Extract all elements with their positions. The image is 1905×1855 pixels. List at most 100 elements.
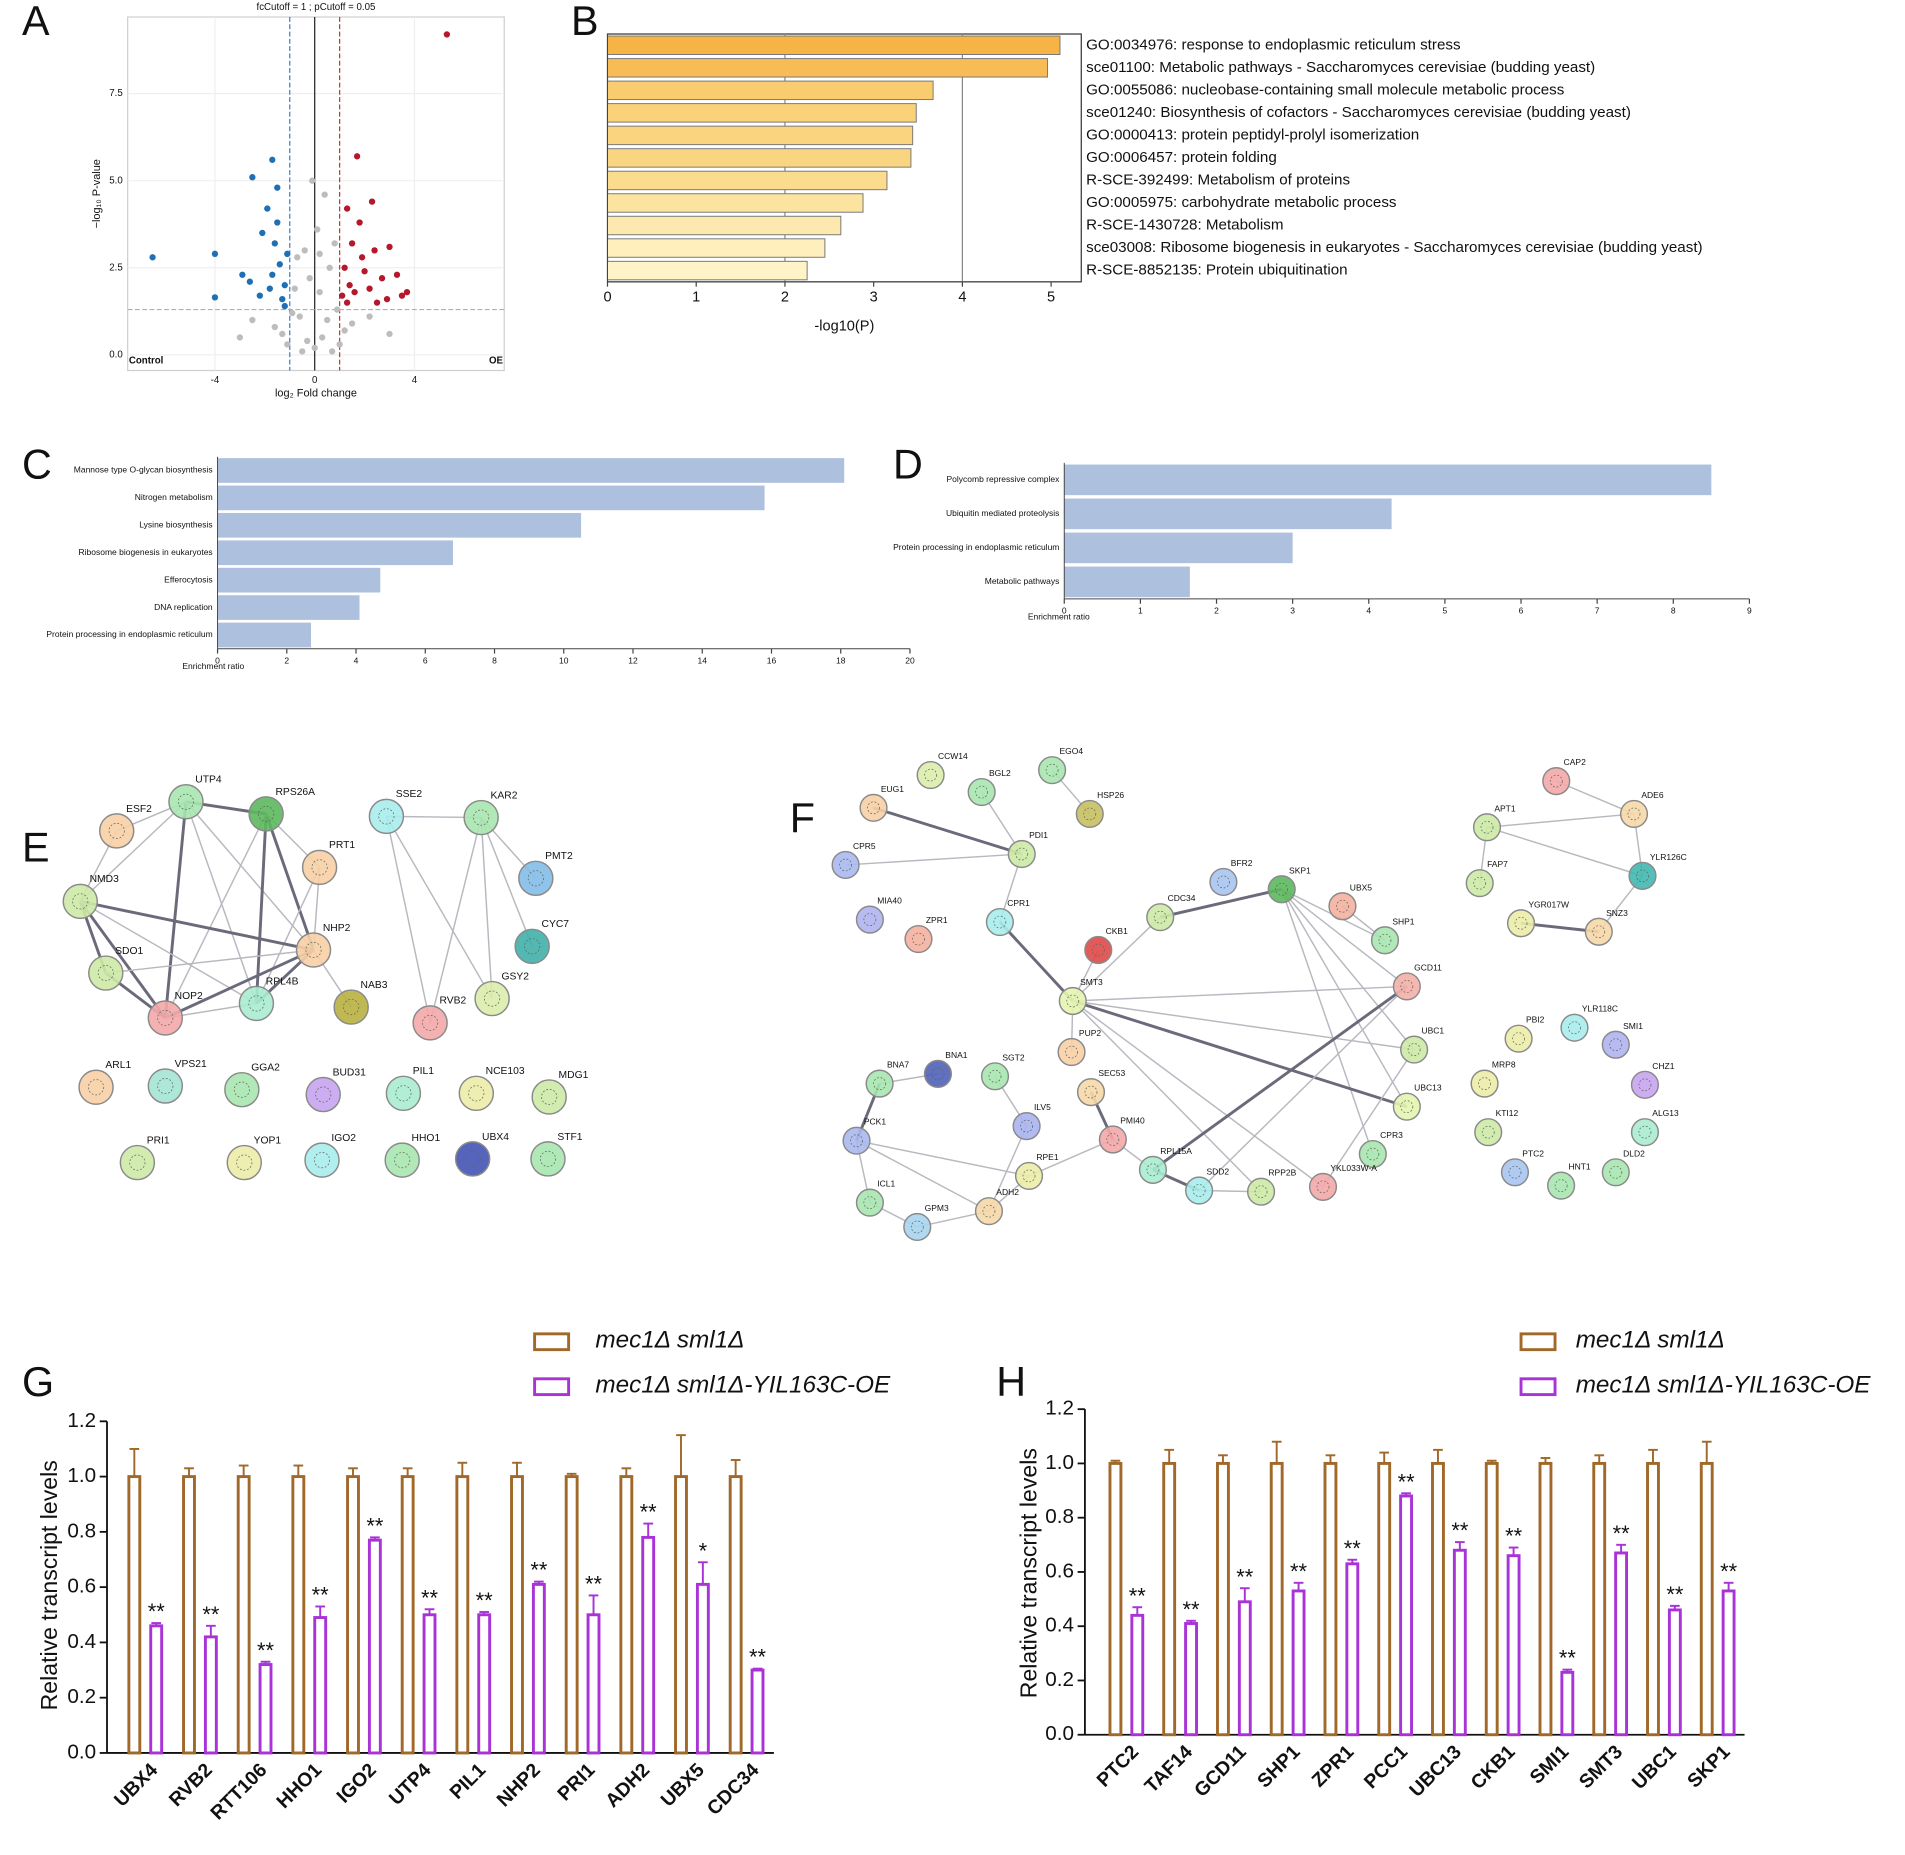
node-core [1638,1078,1652,1092]
node [1058,986,1087,1016]
significance: ** [585,1571,603,1596]
x-tick-label: SHP1 [1253,1741,1305,1793]
node-label: YGR017W [1528,899,1569,909]
significance: ** [1183,1597,1201,1622]
x-tick-label: 8 [1671,606,1676,616]
node-label: VPS21 [175,1059,207,1070]
node-label: ADH2 [996,1187,1019,1197]
point [324,316,331,324]
node-label: PTC2 [1522,1148,1544,1158]
panel-letter: A [22,0,50,44]
x-tick-label: SMI1 [1526,1741,1574,1789]
node-core [910,1220,924,1234]
node-core [1254,1185,1268,1199]
node-core [1400,980,1414,993]
node [831,850,860,880]
point [299,348,306,355]
node-label: NAB3 [361,980,388,991]
significance: ** [1666,1582,1684,1607]
node-core [311,859,328,876]
node-label: YOP1 [254,1135,282,1146]
legend-swatch [533,1332,571,1352]
bar [1108,1461,1123,1737]
node [474,980,510,1017]
y-axis-label: −log₁₀ P-value [91,159,103,228]
y-axis-label: Relative transcript levels [36,1460,62,1710]
node-label: CPR5 [853,841,876,851]
y-tick-label: 7.5 [109,88,123,99]
node [458,1075,495,1112]
point [249,174,256,181]
bar [1130,1613,1145,1737]
node [98,813,135,849]
edge [1486,813,1635,829]
edge [1486,826,1643,877]
node-core [1045,763,1059,777]
bar [607,35,1061,56]
node-label: YKL033W-A [1330,1163,1377,1173]
node [1370,926,1400,955]
node-core [464,1150,481,1167]
node-core [539,1150,556,1167]
error-bar [1186,1619,1196,1624]
x-tick-label: SMT3 [1575,1741,1627,1793]
point [269,271,276,278]
y-tick-label: 0.6 [67,1575,96,1598]
node [304,1142,340,1178]
x-tick-label: 2 [284,655,289,665]
error-bar [206,1624,216,1637]
node-label: KTI12 [1496,1108,1519,1118]
edge [79,900,167,1019]
node [865,1069,894,1098]
node [1138,1155,1168,1184]
node-core [422,1014,439,1031]
node-label: CHZ1 [1652,1061,1674,1071]
node [980,1062,1010,1091]
point [353,153,361,160]
node-core [157,1078,174,1095]
node-label: ADE6 [1641,790,1663,800]
bar [217,458,845,483]
node-core [1407,1043,1421,1056]
significance: ** [749,1645,767,1670]
node-label: EGO4 [1059,746,1083,756]
x-tick-label: RTT106 [206,1759,271,1824]
category-label: Efferocytosis [164,574,213,584]
y-tick-label: 0.8 [1045,1505,1074,1528]
error-bar [402,1467,413,1477]
edge [185,801,258,1004]
x-tick-label: 14 [698,655,708,665]
edge [1281,888,1408,1108]
y-tick-label: 1.0 [1045,1451,1074,1474]
edge [856,1139,1030,1177]
node-label: CYC7 [542,919,570,930]
x-tick-label: UTP4 [385,1759,436,1810]
node-label: UBC1 [1421,1026,1444,1036]
node-label: PMI40 [1120,1116,1145,1126]
point [289,309,296,317]
node [1185,1176,1214,1205]
node-core [343,999,360,1016]
point [336,341,343,348]
point [343,299,351,306]
node [1619,799,1649,829]
error-bar [1293,1581,1304,1591]
legend-label: mec1Δ sml1Δ [1576,1327,1725,1354]
node-core [1378,933,1392,947]
edge [873,806,1023,856]
node [238,985,275,1022]
group-label: Control [129,355,164,366]
x-tick-label: 4 [1366,606,1371,616]
node-core [258,805,275,822]
bar [607,170,888,191]
node-label: UBX5 [1350,882,1372,892]
node-label: NOP2 [175,991,203,1002]
bar [1064,464,1712,496]
bar [127,1475,142,1755]
node-core [1400,1100,1414,1114]
y-axis-label: Relative transcript levels [1015,1448,1041,1698]
x-tick-label: UBX5 [657,1759,709,1811]
node [1630,1070,1660,1099]
node-core [314,1152,331,1169]
node-core [863,1196,877,1210]
